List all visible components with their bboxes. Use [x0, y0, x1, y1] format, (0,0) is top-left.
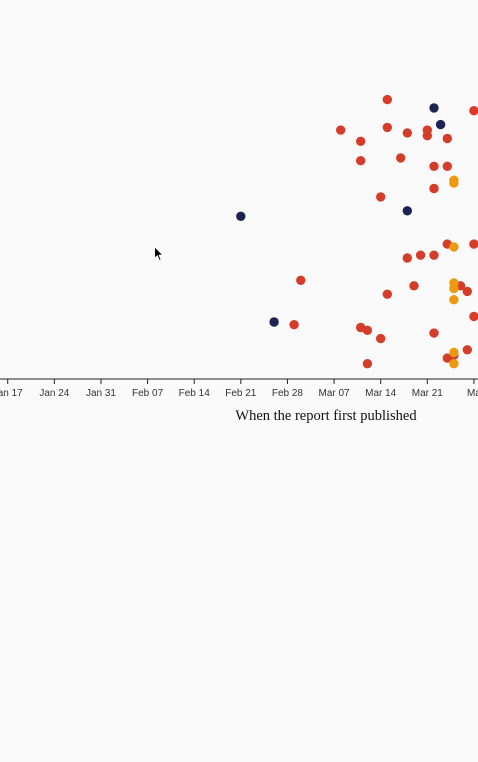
x-axis-ticks: Jan 17 Jan 24 Jan 31 Feb 07 Feb 14 Feb 21 Feb … — [0, 379, 478, 399]
data-point-red[interactable] — [442, 133, 452, 144]
x-tick-label: Mar 21 — [412, 388, 444, 399]
data-point-red[interactable] — [362, 325, 373, 335]
x-tick-label: Jan 17 — [0, 388, 23, 399]
data-point-orange[interactable] — [449, 359, 459, 369]
x-axis-title: When the report first published — [235, 408, 417, 424]
x-tick-label: Jan 24 — [39, 388, 69, 399]
data-point-orange[interactable] — [449, 295, 459, 305]
data-point-red[interactable] — [376, 192, 386, 202]
data-point-red[interactable] — [429, 161, 439, 171]
data-point-red[interactable] — [336, 125, 346, 135]
data-point-red[interactable] — [289, 320, 299, 330]
data-point-red[interactable] — [469, 311, 478, 322]
data-point-navy[interactable] — [435, 119, 446, 130]
data-point-navy[interactable] — [402, 206, 412, 216]
data-point-red[interactable] — [409, 281, 419, 291]
data-point-red[interactable] — [422, 131, 432, 141]
data-point-navy[interactable] — [429, 103, 439, 113]
x-tick-label: Ma — [467, 388, 478, 399]
data-point-red[interactable] — [402, 253, 412, 263]
data-point-red[interactable] — [469, 106, 478, 116]
data-point-navy[interactable] — [269, 317, 279, 327]
data-point-red[interactable] — [382, 122, 392, 133]
data-point-navy[interactable] — [236, 211, 246, 221]
data-point-red[interactable] — [362, 359, 373, 369]
data-point-red[interactable] — [429, 328, 439, 338]
x-tick-label: Jan 31 — [86, 388, 116, 399]
data-point-red[interactable] — [356, 156, 366, 166]
x-tick-label: Mar 07 — [318, 388, 350, 399]
data-point-orange[interactable] — [449, 347, 459, 358]
data-point-red[interactable] — [376, 333, 386, 344]
x-tick-label: Mar 14 — [365, 388, 397, 399]
arrow-cursor-icon — [154, 246, 164, 262]
data-point-red[interactable] — [462, 345, 472, 355]
data-point-red[interactable] — [296, 275, 306, 285]
data-point-red[interactable] — [469, 239, 478, 249]
data-point-orange[interactable] — [449, 242, 459, 252]
data-point-red[interactable] — [382, 289, 392, 299]
scatter-chart: Jan 17 Jan 24 Jan 31 Feb 07 Feb 14 Feb 21 Feb … — [0, 94, 478, 424]
x-tick-label: Feb 21 — [225, 388, 257, 399]
x-tick-label: Feb 14 — [179, 388, 211, 399]
data-point-red[interactable] — [442, 161, 452, 171]
data-point-red[interactable] — [396, 153, 406, 163]
data-point-red[interactable] — [415, 250, 426, 260]
data-point-red[interactable] — [356, 136, 366, 146]
data-point-red[interactable] — [429, 250, 439, 260]
data-point-red[interactable] — [382, 94, 392, 105]
data-point-red[interactable] — [462, 286, 472, 297]
data-point-orange[interactable] — [449, 283, 459, 294]
x-tick-label: Feb 28 — [272, 388, 304, 399]
x-tick-label: Feb 07 — [132, 388, 164, 399]
data-point-orange[interactable] — [449, 178, 459, 188]
data-points — [236, 94, 478, 369]
data-point-red[interactable] — [429, 183, 439, 194]
data-point-red[interactable] — [402, 128, 412, 138]
